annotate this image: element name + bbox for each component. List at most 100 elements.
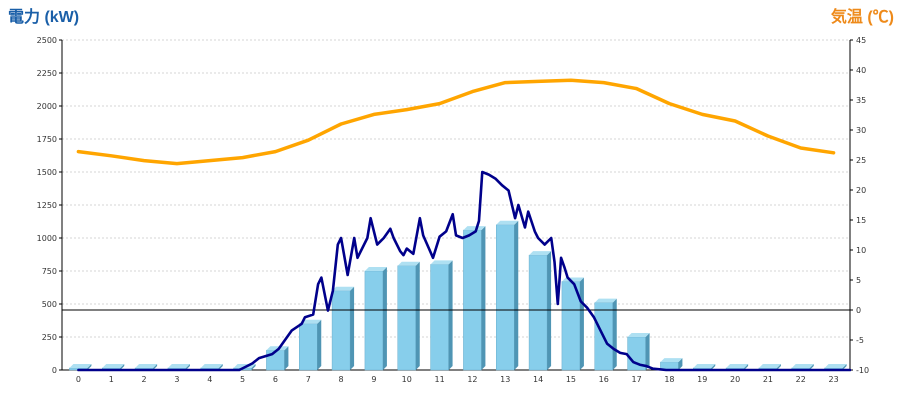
bar-front (528, 254, 548, 371)
bar-side (842, 364, 847, 370)
right-tick-label: 5 (856, 276, 861, 285)
right-axis: -10 -5 0 5 10 15 20 25 30 35 40 45 (849, 36, 869, 375)
bar-top (693, 364, 716, 368)
left-tick-label: 750 (42, 267, 57, 276)
bar-top (660, 358, 683, 363)
gridlines (62, 39, 850, 338)
x-tick-label: 9 (371, 375, 376, 384)
bar-side (317, 319, 322, 370)
x-tick-label: 22 (796, 375, 806, 384)
bar-top (135, 364, 158, 368)
left-tick-label: 2500 (37, 36, 57, 45)
x-tick-label: 3 (174, 375, 179, 384)
temperature-series (76, 78, 836, 166)
bar-side (744, 364, 749, 370)
bar-front (397, 265, 416, 371)
x-tick-label: 11 (434, 375, 444, 384)
bar-top (430, 260, 453, 265)
bar-series (69, 220, 847, 371)
x-tick-label: 8 (339, 375, 344, 384)
bar-side (711, 364, 716, 370)
left-tick-label: 500 (42, 300, 57, 309)
left-tick-label: 0 (52, 366, 57, 375)
right-tick-label: 25 (856, 156, 866, 165)
bar-front (463, 229, 482, 371)
left-tick-label: 2250 (37, 69, 57, 78)
x-tick-label: 0 (76, 375, 81, 384)
left-tick-label: 1250 (37, 201, 57, 210)
bar (561, 277, 584, 371)
bar-side (776, 364, 781, 370)
bar (397, 261, 420, 371)
x-tick-label: 15 (566, 375, 576, 384)
x-axis: 0 1 2 3 4 5 6 7 8 9 10 11 12 13 14 15 16 17 18 19 20 21 22 23 (62, 369, 850, 384)
right-axis-title: 気温 (℃) (831, 7, 894, 26)
temperature-line (76, 78, 836, 166)
left-axis-title: 電力 (kW) (8, 7, 79, 26)
x-tick-label: 23 (828, 375, 838, 384)
bar-front (364, 270, 384, 371)
bar (594, 298, 617, 371)
left-axis: 0 250 500 750 1000 1250 1500 1750 2000 2250 2500 (37, 36, 63, 375)
right-tick-label: 0 (856, 306, 861, 315)
x-tick-label: 13 (500, 375, 510, 384)
bar-top (69, 364, 92, 368)
bar-front (430, 264, 449, 371)
bar-side (185, 364, 190, 370)
right-tick-label: 45 (856, 36, 866, 45)
bar (660, 358, 683, 371)
right-tick-label: 15 (856, 216, 866, 225)
bar (430, 260, 453, 371)
bar-side (448, 260, 453, 370)
right-tick-label: 35 (856, 96, 866, 105)
bar-top (364, 267, 387, 271)
x-tick-label: 7 (306, 375, 311, 384)
bar-top (529, 251, 552, 256)
bar (331, 286, 355, 371)
x-tick-label: 21 (763, 375, 773, 384)
bar-top (332, 286, 355, 291)
power-line (77, 170, 852, 372)
right-tick-label: -10 (856, 366, 869, 375)
bar-top (200, 364, 223, 368)
bar-side (645, 333, 650, 370)
bar-top (463, 226, 486, 231)
x-tick-label: 20 (730, 375, 740, 384)
bar-side (514, 220, 519, 370)
bar-side (612, 298, 617, 370)
right-tick-label: 20 (856, 186, 866, 195)
x-tick-label: 12 (467, 375, 477, 384)
bar-side (547, 251, 552, 370)
left-tick-label: 1500 (37, 168, 57, 177)
right-tick-label: -5 (856, 336, 864, 345)
bar-front (299, 323, 318, 371)
bar-side (284, 346, 289, 370)
bar-side (415, 261, 420, 370)
left-tick-label: 250 (42, 333, 57, 342)
bar (299, 319, 322, 371)
bar (496, 220, 519, 371)
bar-top (102, 364, 125, 368)
bar-side (218, 364, 223, 370)
right-tick-label: 10 (856, 246, 866, 255)
bar-side (87, 364, 92, 370)
x-tick-label: 6 (273, 375, 278, 384)
bar-front (331, 290, 351, 371)
bar-side (579, 277, 584, 370)
bar-top (266, 346, 289, 351)
left-tick-label: 1750 (37, 135, 57, 144)
bar-side (120, 364, 125, 370)
bar-front (496, 224, 515, 371)
bar-side (382, 267, 387, 370)
x-tick-label: 10 (402, 375, 412, 384)
bar-top (627, 333, 650, 337)
right-tick-label: 30 (856, 126, 866, 135)
x-tick-label: 1 (109, 375, 114, 384)
bar-side (153, 364, 158, 370)
x-tick-label: 2 (142, 375, 147, 384)
bar-side (481, 226, 486, 370)
x-tick-label: 14 (533, 375, 543, 384)
x-tick-label: 5 (240, 375, 245, 384)
left-tick-label: 2000 (37, 102, 57, 111)
